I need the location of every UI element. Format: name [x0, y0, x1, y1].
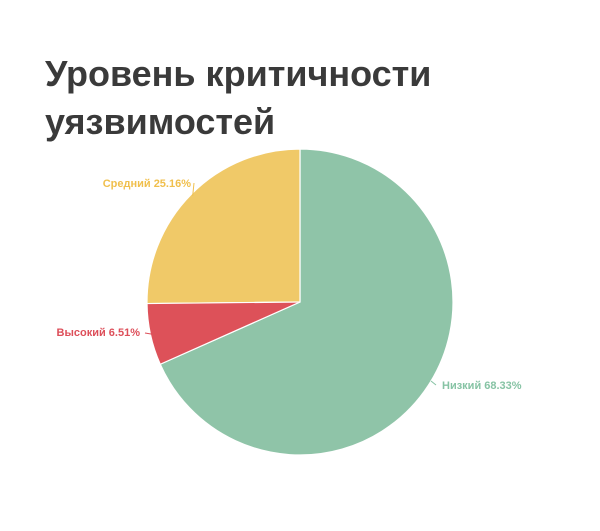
leader-line-Средний — [192, 182, 195, 196]
slice-label-Высокий: Высокий 6.51% — [57, 327, 141, 339]
pie-slice-Высокий — [146, 301, 301, 366]
slice-label-Низкий: Низкий 68.33% — [442, 380, 522, 392]
slice-label-Средний: Средний 25.16% — [103, 178, 192, 190]
leader-line-Низкий — [430, 380, 437, 386]
pie-slice-Средний — [146, 148, 301, 305]
leader-line-Высокий — [144, 332, 153, 335]
pie-slice-Низкий — [159, 148, 454, 456]
chart-title: Уровень критичности уязвимостей — [45, 53, 432, 142]
